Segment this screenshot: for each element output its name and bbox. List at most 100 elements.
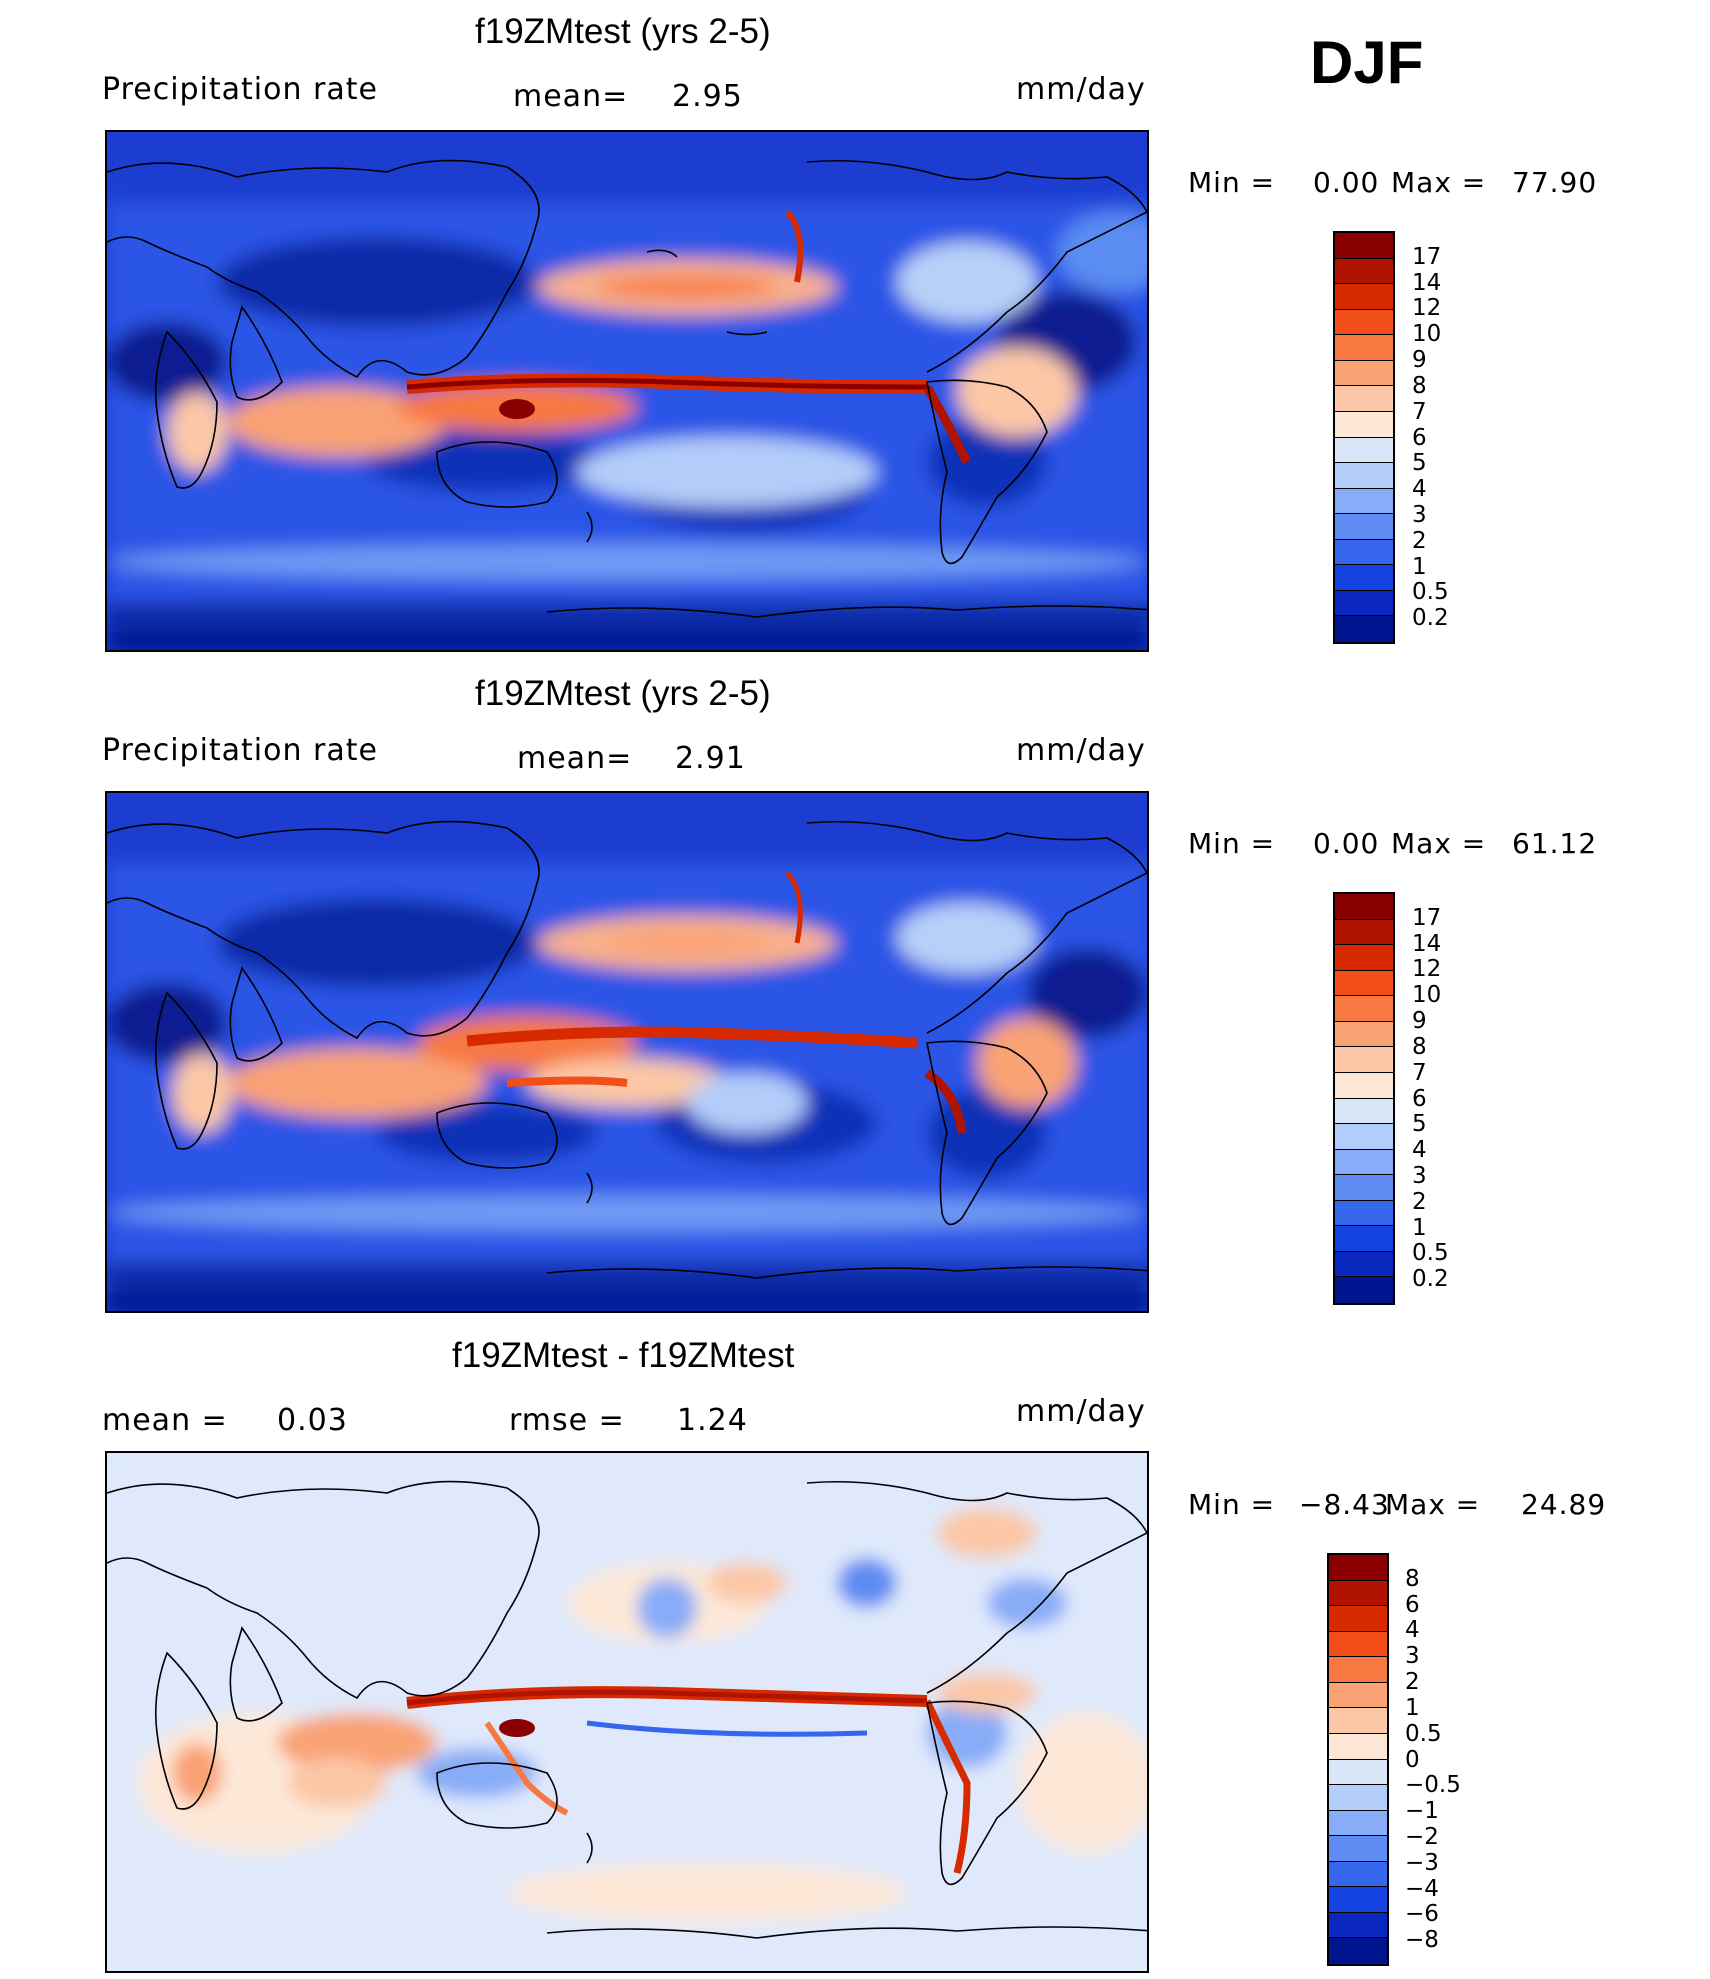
panel-2-colorbar xyxy=(1333,892,1395,1305)
colorbar-swatch xyxy=(1329,1580,1387,1607)
season-label: DJF xyxy=(1310,29,1424,96)
colorbar-tick-label: −2 xyxy=(1405,1823,1439,1850)
colorbar-swatch xyxy=(1335,1277,1393,1303)
colorbar-swatch xyxy=(1335,488,1393,515)
colorbar-tick-label: 12 xyxy=(1412,295,1442,322)
panel-2-min-label: Min = xyxy=(1188,827,1276,860)
panel-2-coastlines xyxy=(107,820,1147,1279)
colorbar-swatch xyxy=(1335,1047,1393,1073)
colorbar-tick-label: 1 xyxy=(1412,553,1427,580)
panel-3-coastlines xyxy=(107,1480,1147,1939)
colorbar-swatch xyxy=(1335,437,1393,464)
colorbar-swatch xyxy=(1335,233,1393,259)
panel-1-colorbar xyxy=(1333,231,1395,644)
colorbar-swatch xyxy=(1335,1200,1393,1227)
panel-1-units: mm/day xyxy=(1016,72,1146,107)
colorbar-tick-label: 6 xyxy=(1405,1591,1420,1618)
panel-2-map-field xyxy=(107,793,1147,1311)
panel-1-variable-label: Precipitation rate xyxy=(102,72,378,107)
colorbar-swatch xyxy=(1335,1124,1393,1150)
panel-1-max-value: 77.90 xyxy=(1512,166,1598,199)
colorbar-tick-label: 0.5 xyxy=(1412,1240,1449,1267)
colorbar-swatch xyxy=(1335,360,1393,387)
colorbar-swatch xyxy=(1329,1657,1387,1683)
colorbar-swatch xyxy=(1329,1555,1387,1581)
colorbar-tick-label: 6 xyxy=(1412,1085,1427,1112)
panel-1-precip-map xyxy=(105,130,1149,652)
colorbar-tick-label: 2 xyxy=(1412,527,1427,554)
colorbar-swatch xyxy=(1329,1785,1387,1811)
colorbar-swatch xyxy=(1329,1861,1387,1888)
panel-1-min-label: Min = xyxy=(1188,166,1276,199)
panel-1-title: f19ZMtest (yrs 2-5) xyxy=(475,12,771,51)
panel-2-max-value: 61.12 xyxy=(1512,827,1598,860)
colorbar-tick-label: 9 xyxy=(1412,347,1427,374)
panel-1-max-label: Max = xyxy=(1391,166,1487,199)
colorbar-swatch xyxy=(1335,539,1393,566)
colorbar-tick-label: 12 xyxy=(1412,956,1442,983)
panel-2-title: f19ZMtest (yrs 2-5) xyxy=(475,674,771,713)
colorbar-swatch xyxy=(1335,1175,1393,1201)
colorbar-tick-label: −6 xyxy=(1405,1901,1439,1928)
colorbar-swatch xyxy=(1335,1098,1393,1125)
colorbar-swatch xyxy=(1329,1682,1387,1709)
colorbar-tick-label: 4 xyxy=(1412,476,1427,503)
colorbar-swatch xyxy=(1335,894,1393,920)
panel-2-units: mm/day xyxy=(1016,733,1146,768)
panel-3-min-label: Min = xyxy=(1188,1488,1276,1521)
colorbar-swatch xyxy=(1335,284,1393,310)
panel-3-title: f19ZMtest - f19ZMtest xyxy=(452,1336,795,1375)
colorbar-tick-label: 0 xyxy=(1405,1746,1420,1773)
colorbar-tick-label: 3 xyxy=(1412,501,1427,528)
panel-3-units: mm/day xyxy=(1016,1394,1146,1429)
panel-1-coastlines xyxy=(107,159,1147,618)
colorbar-swatch xyxy=(1329,1887,1387,1913)
colorbar-tick-label: 2 xyxy=(1405,1669,1420,1696)
panel-1-min-value: 0.00 xyxy=(1313,166,1380,199)
colorbar-swatch xyxy=(1335,463,1393,489)
colorbar-tick-label: 14 xyxy=(1412,930,1442,957)
panel-2-variable-label: Precipitation rate xyxy=(102,733,378,768)
panel-2-precip-map xyxy=(105,791,1149,1313)
colorbar-swatch xyxy=(1335,309,1393,336)
colorbar-tick-label: 8 xyxy=(1405,1565,1420,1592)
panel-1-mean-value: 2.95 xyxy=(672,79,743,114)
colorbar-swatch xyxy=(1335,1251,1393,1278)
panel-3-map-field xyxy=(107,1453,1147,1971)
panel-3-rmse-value: 1.24 xyxy=(677,1403,748,1438)
panel-1-mean-label: mean= xyxy=(513,79,629,114)
panel-3-min-value: −8.43 xyxy=(1299,1488,1390,1521)
colorbar-tick-label: 8 xyxy=(1412,1033,1427,1060)
colorbar-swatch xyxy=(1335,258,1393,285)
colorbar-swatch xyxy=(1329,1606,1387,1632)
colorbar-swatch xyxy=(1335,945,1393,971)
colorbar-tick-label: 0.5 xyxy=(1405,1720,1442,1747)
colorbar-swatch xyxy=(1329,1836,1387,1862)
colorbar-tick-label: −4 xyxy=(1405,1875,1439,1902)
colorbar-tick-label: −8 xyxy=(1405,1927,1439,1954)
panel-3-difference-map xyxy=(105,1451,1149,1973)
panel-3-rmse-label: rmse = xyxy=(509,1403,625,1438)
colorbar-swatch xyxy=(1329,1708,1387,1734)
colorbar-tick-label: 7 xyxy=(1412,398,1427,425)
panel-1-map-field xyxy=(107,132,1147,650)
colorbar-swatch xyxy=(1335,1021,1393,1048)
colorbar-swatch xyxy=(1335,970,1393,997)
colorbar-tick-label: 0.5 xyxy=(1412,579,1449,606)
panel-2-min-value: 0.00 xyxy=(1313,827,1380,860)
colorbar-tick-label: 1 xyxy=(1412,1214,1427,1241)
colorbar-swatch xyxy=(1335,565,1393,591)
colorbar-swatch xyxy=(1335,996,1393,1022)
colorbar-swatch xyxy=(1335,1072,1393,1099)
colorbar-tick-label: 5 xyxy=(1412,1111,1427,1138)
colorbar-tick-label: 8 xyxy=(1412,372,1427,399)
colorbar-tick-label: 17 xyxy=(1412,243,1442,270)
colorbar-tick-label: −1 xyxy=(1405,1798,1439,1825)
colorbar-tick-label: 10 xyxy=(1412,982,1442,1009)
colorbar-tick-label: 7 xyxy=(1412,1059,1427,1086)
colorbar-swatch xyxy=(1335,1149,1393,1176)
colorbar-tick-label: 9 xyxy=(1412,1008,1427,1035)
colorbar-tick-label: 4 xyxy=(1405,1617,1420,1644)
colorbar-swatch xyxy=(1329,1912,1387,1939)
colorbar-tick-label: −3 xyxy=(1405,1849,1439,1876)
